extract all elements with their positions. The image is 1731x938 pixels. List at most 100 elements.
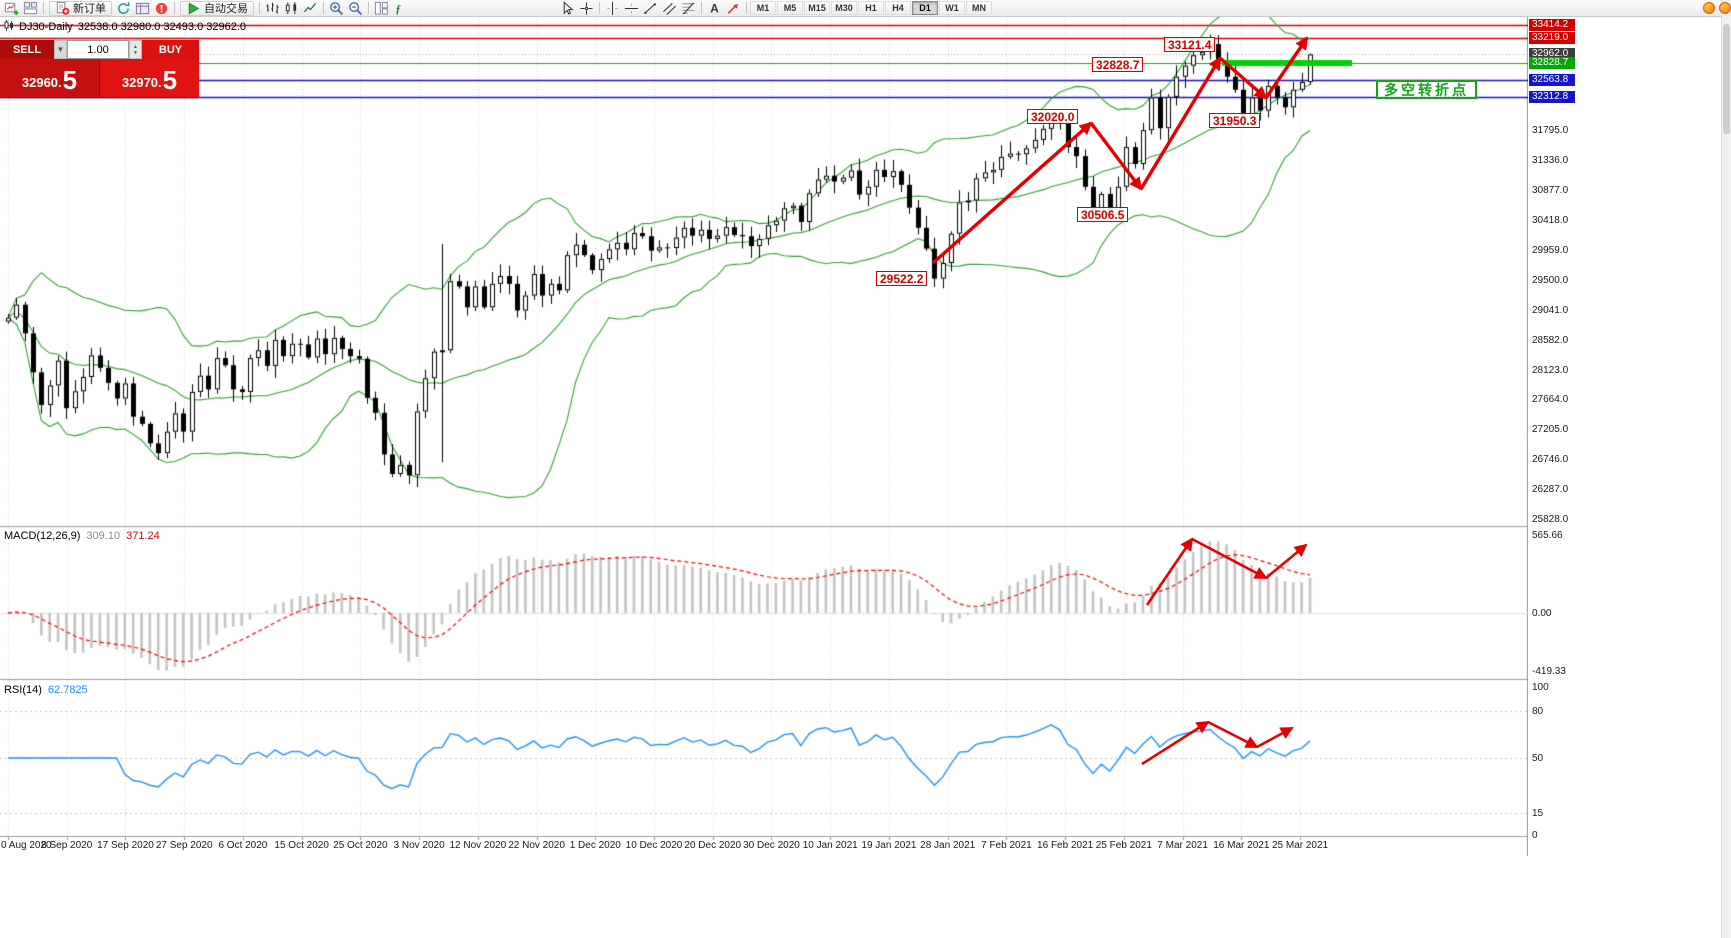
price-annotation[interactable]: 33121.4 [1164, 37, 1216, 52]
lot-stepper[interactable]: ▲ ▼ [129, 40, 142, 59]
lot-dropdown-caret-icon[interactable]: ▼ [54, 40, 67, 59]
notification-dot-icon[interactable] [1703, 2, 1715, 14]
new-order-button[interactable]: 新订单 [49, 0, 112, 16]
indicators-icon[interactable]: ƒ [391, 1, 410, 16]
play-icon [186, 1, 201, 16]
sell-price[interactable]: 32960. 5 [0, 59, 100, 97]
chart-title: DJ30-Daily 32538.0 32980.0 32493.0 32962… [4, 20, 246, 34]
date-label: 20 Dec 2020 [684, 840, 742, 851]
buy-button[interactable]: BUY [142, 40, 199, 59]
line-chart-icon[interactable] [301, 1, 320, 16]
arrow-object-icon[interactable] [724, 1, 743, 16]
fibonacci-icon[interactable] [679, 1, 698, 16]
scrollbar-thumb[interactable] [1723, 24, 1730, 134]
date-label: 17 Sep 2020 [97, 840, 154, 851]
buy-price[interactable]: 32970. 5 [100, 59, 199, 97]
cursor-icon[interactable] [558, 0, 577, 16]
price-level-box: 32828.7 [1529, 57, 1575, 70]
price-tick-label: 30418.0 [1532, 215, 1569, 227]
date-label: 28 Jan 2021 [920, 840, 976, 851]
toolbar-separator [701, 2, 702, 14]
timeframe-m5[interactable]: M5 [777, 1, 803, 15]
timeframe-w1[interactable]: W1 [939, 1, 965, 15]
depth-of-market-icon[interactable] [133, 1, 152, 16]
trendline-icon[interactable] [641, 1, 660, 16]
price-annotation[interactable]: 32828.7 [1092, 57, 1144, 72]
date-label: 7 Mar 2021 [1157, 840, 1208, 851]
timeframe-h4[interactable]: H4 [885, 1, 911, 15]
one-click-trading-panel: SELL ▼ ▲▼ BUY 32960.5 32970.5 [0, 40, 199, 97]
timeframe-m30[interactable]: M30 [831, 1, 857, 15]
notification-dot-icon[interactable] [1719, 2, 1731, 14]
date-label: 19 Jan 2021 [861, 840, 917, 851]
ohlc-bars-icon[interactable] [263, 1, 282, 16]
rsi-axis-label: 100 [1532, 682, 1549, 693]
date-label: 15 Oct 2020 [274, 840, 329, 851]
date-label: 25 Mar 2021 [1271, 840, 1329, 851]
toolbar-separator [599, 2, 600, 14]
macd-axis-label: 565.66 [1532, 529, 1563, 541]
vertical-line-icon[interactable] [603, 1, 622, 16]
sell-button[interactable]: SELL [0, 40, 54, 59]
toolbar-separator [259, 2, 260, 14]
horizontal-line-icon[interactable] [622, 1, 641, 16]
toolbar-separator [43, 2, 44, 14]
refresh-icon[interactable] [114, 1, 133, 16]
macd-axis-label: -419.33 [1532, 665, 1566, 677]
chart-profiles-icon[interactable] [21, 1, 40, 16]
toolbar-separator [368, 2, 369, 14]
price-annotation[interactable]: 29522.2 [876, 271, 928, 286]
date-label: 22 Nov 2020 [508, 840, 565, 851]
tile-windows-icon[interactable] [372, 1, 391, 16]
price-annotation[interactable]: 32020.0 [1027, 109, 1079, 124]
chart-icon [4, 20, 14, 34]
price-tick-label: 29959.0 [1532, 245, 1569, 257]
date-label: 3 Nov 2020 [393, 840, 445, 851]
candlestick-chart-icon[interactable] [282, 1, 301, 16]
price-level-box: 33219.0 [1529, 31, 1575, 44]
price-tick-label: 26746.0 [1532, 454, 1569, 466]
price-level-box: 33414.2 [1529, 18, 1575, 31]
docplus-icon [55, 1, 70, 16]
timeframe-m1[interactable]: M1 [750, 1, 776, 15]
macd-axis-label: 0.00 [1532, 607, 1552, 619]
crosshair-icon[interactable] [577, 1, 596, 16]
turning-point-label[interactable]: 多空转折点 [1376, 80, 1477, 99]
price-tick-label: 28582.0 [1532, 334, 1569, 346]
price-annotation[interactable]: 30506.5 [1077, 207, 1129, 222]
price-chart-canvas[interactable] [0, 17, 1528, 856]
lot-size-input[interactable] [67, 40, 129, 59]
button-label: 自动交易 [204, 3, 248, 15]
toolbar-icon-group: 新订单 自动交易 ƒ A [2, 0, 750, 16]
price-tick-label: 26287.0 [1532, 484, 1569, 496]
main-toolbar: 新订单 自动交易 ƒ A M1 M5 M15 M30 H1 H4 D1 W1 MN [0, 0, 1731, 17]
date-label: 16 Feb 2021 [1037, 840, 1094, 851]
timeframe-d1[interactable]: D1 [912, 1, 938, 15]
toolbar-spacer [410, 8, 558, 9]
timeframe-h1[interactable]: H1 [858, 1, 884, 15]
price-tick-label: 25828.0 [1532, 514, 1569, 526]
zoom-in-icon[interactable] [327, 1, 346, 16]
date-label: 10 Jan 2021 [802, 840, 858, 851]
toolbar-right-group [1703, 2, 1731, 14]
trade-panel-prices: 32960. 5 32970. 5 [0, 59, 199, 97]
timeframe-m15[interactable]: M15 [804, 1, 830, 15]
channel-icon[interactable] [660, 1, 679, 16]
macd-indicator-label: MACD(12,26,9) 309.10 371.24 [4, 530, 160, 542]
rsi-axis-label: 80 [1532, 706, 1544, 718]
text-label-icon[interactable]: A [705, 1, 724, 16]
autotrading-button[interactable]: 自动交易 [180, 0, 254, 16]
vertical-scrollbar[interactable]: ▲ [1721, 0, 1731, 938]
date-label: 30 Dec 2020 [743, 840, 800, 851]
date-label: 1 Dec 2020 [569, 840, 621, 851]
date-label: 25 Oct 2020 [333, 840, 388, 851]
zoom-out-icon[interactable] [346, 1, 365, 16]
timeframe-mn[interactable]: MN [966, 1, 992, 15]
toolbar-separator [746, 2, 747, 14]
rsi-axis-label: 50 [1532, 753, 1544, 764]
svg-text:ƒ: ƒ [395, 3, 401, 15]
price-annotation[interactable]: 31950.3 [1209, 113, 1261, 128]
alerts-icon[interactable] [152, 1, 171, 16]
new-chart-icon[interactable] [2, 1, 21, 16]
price-tick-label: 29500.0 [1532, 274, 1569, 286]
